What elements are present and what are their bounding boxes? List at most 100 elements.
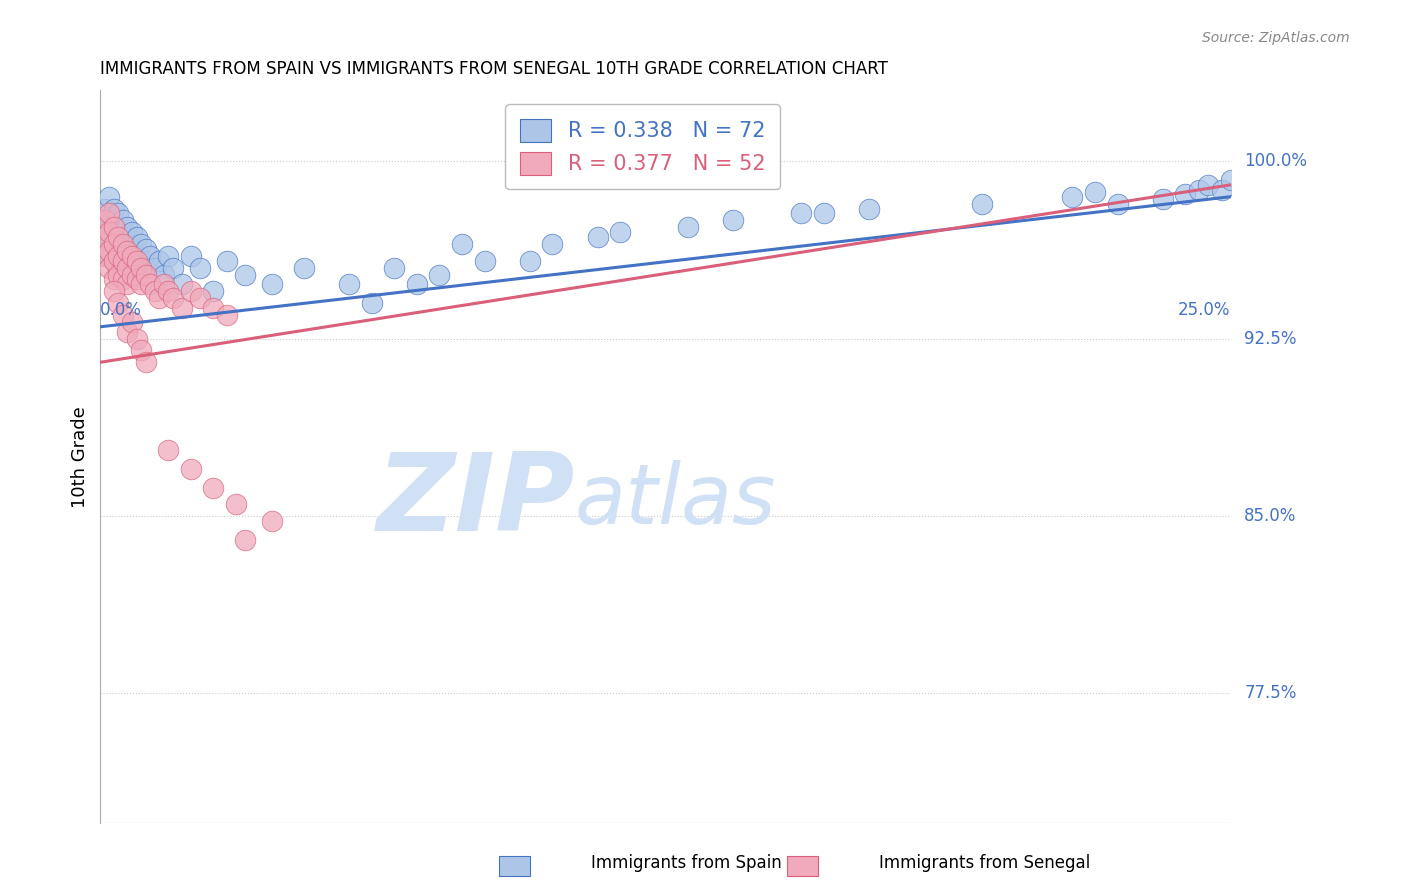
Point	[135, 260, 157, 275]
Point	[429, 268, 451, 282]
Point	[129, 343, 152, 358]
Point	[233, 533, 256, 547]
Point	[125, 230, 148, 244]
Point	[111, 230, 134, 244]
Point	[970, 196, 993, 211]
Point	[107, 230, 129, 244]
Point	[129, 260, 152, 275]
Point	[337, 277, 360, 292]
Point	[1062, 190, 1084, 204]
Point	[121, 315, 143, 329]
Point	[1219, 173, 1241, 187]
Point	[98, 213, 121, 227]
Point	[262, 514, 284, 528]
Point	[98, 206, 121, 220]
Point	[139, 249, 162, 263]
Point	[382, 260, 405, 275]
Point	[103, 202, 125, 216]
Point	[162, 292, 184, 306]
Point	[1188, 183, 1211, 197]
Point	[858, 202, 880, 216]
Point	[1084, 185, 1107, 199]
Text: atlas: atlas	[575, 460, 776, 541]
Point	[474, 253, 496, 268]
Text: Source: ZipAtlas.com: Source: ZipAtlas.com	[1202, 31, 1350, 45]
Point	[143, 285, 166, 299]
Point	[139, 277, 162, 292]
Point	[405, 277, 427, 292]
Point	[152, 277, 174, 292]
Point	[107, 244, 129, 259]
Point	[180, 461, 202, 475]
Point	[111, 213, 134, 227]
Point	[723, 213, 745, 227]
Point	[107, 268, 129, 282]
Point	[1107, 196, 1129, 211]
Text: Immigrants from Senegal: Immigrants from Senegal	[879, 855, 1090, 872]
Point	[117, 253, 139, 268]
Point	[111, 237, 134, 252]
Point	[103, 237, 125, 252]
Point	[129, 253, 152, 268]
Point	[121, 225, 143, 239]
Point	[103, 220, 125, 235]
Point	[107, 206, 129, 220]
Point	[170, 301, 193, 315]
Text: IMMIGRANTS FROM SPAIN VS IMMIGRANTS FROM SENEGAL 10TH GRADE CORRELATION CHART: IMMIGRANTS FROM SPAIN VS IMMIGRANTS FROM…	[100, 60, 889, 78]
Point	[117, 220, 139, 235]
Point	[103, 253, 125, 268]
Point	[148, 253, 170, 268]
Point	[98, 230, 121, 244]
Point	[676, 220, 699, 235]
Point	[813, 206, 835, 220]
Point	[215, 308, 238, 322]
Point	[98, 249, 121, 263]
Point	[107, 225, 129, 239]
Point	[360, 296, 382, 310]
Point	[451, 237, 474, 252]
Text: 25.0%: 25.0%	[1178, 301, 1230, 319]
Point	[107, 249, 129, 263]
Point	[117, 260, 139, 275]
Point	[233, 268, 256, 282]
Point	[129, 237, 152, 252]
Point	[117, 325, 139, 339]
Point	[94, 202, 117, 216]
Point	[103, 237, 125, 252]
Text: 85.0%: 85.0%	[1244, 507, 1296, 525]
Text: 100.0%: 100.0%	[1244, 153, 1308, 170]
Text: 0.0%: 0.0%	[100, 301, 142, 319]
Point	[121, 249, 143, 263]
Y-axis label: 10th Grade: 10th Grade	[72, 406, 89, 508]
Point	[107, 260, 129, 275]
Point	[170, 277, 193, 292]
Point	[111, 253, 134, 268]
Point	[586, 230, 609, 244]
Point	[157, 442, 180, 457]
Point	[103, 220, 125, 235]
Point	[292, 260, 315, 275]
Point	[262, 277, 284, 292]
Text: 92.5%: 92.5%	[1244, 330, 1296, 348]
Point	[180, 249, 202, 263]
Point	[157, 285, 180, 299]
Point	[152, 268, 174, 282]
Point	[111, 249, 134, 263]
Point	[790, 206, 813, 220]
Point	[188, 260, 211, 275]
Point	[188, 292, 211, 306]
Point	[125, 249, 148, 263]
Point	[215, 253, 238, 268]
Point	[94, 249, 117, 263]
Point	[103, 253, 125, 268]
Point	[180, 285, 202, 299]
Point	[111, 308, 134, 322]
Point	[98, 260, 121, 275]
Point	[94, 213, 117, 227]
Point	[111, 268, 134, 282]
Point	[94, 225, 117, 239]
Point	[143, 260, 166, 275]
Point	[162, 260, 184, 275]
Point	[103, 285, 125, 299]
Text: 77.5%: 77.5%	[1244, 684, 1296, 702]
